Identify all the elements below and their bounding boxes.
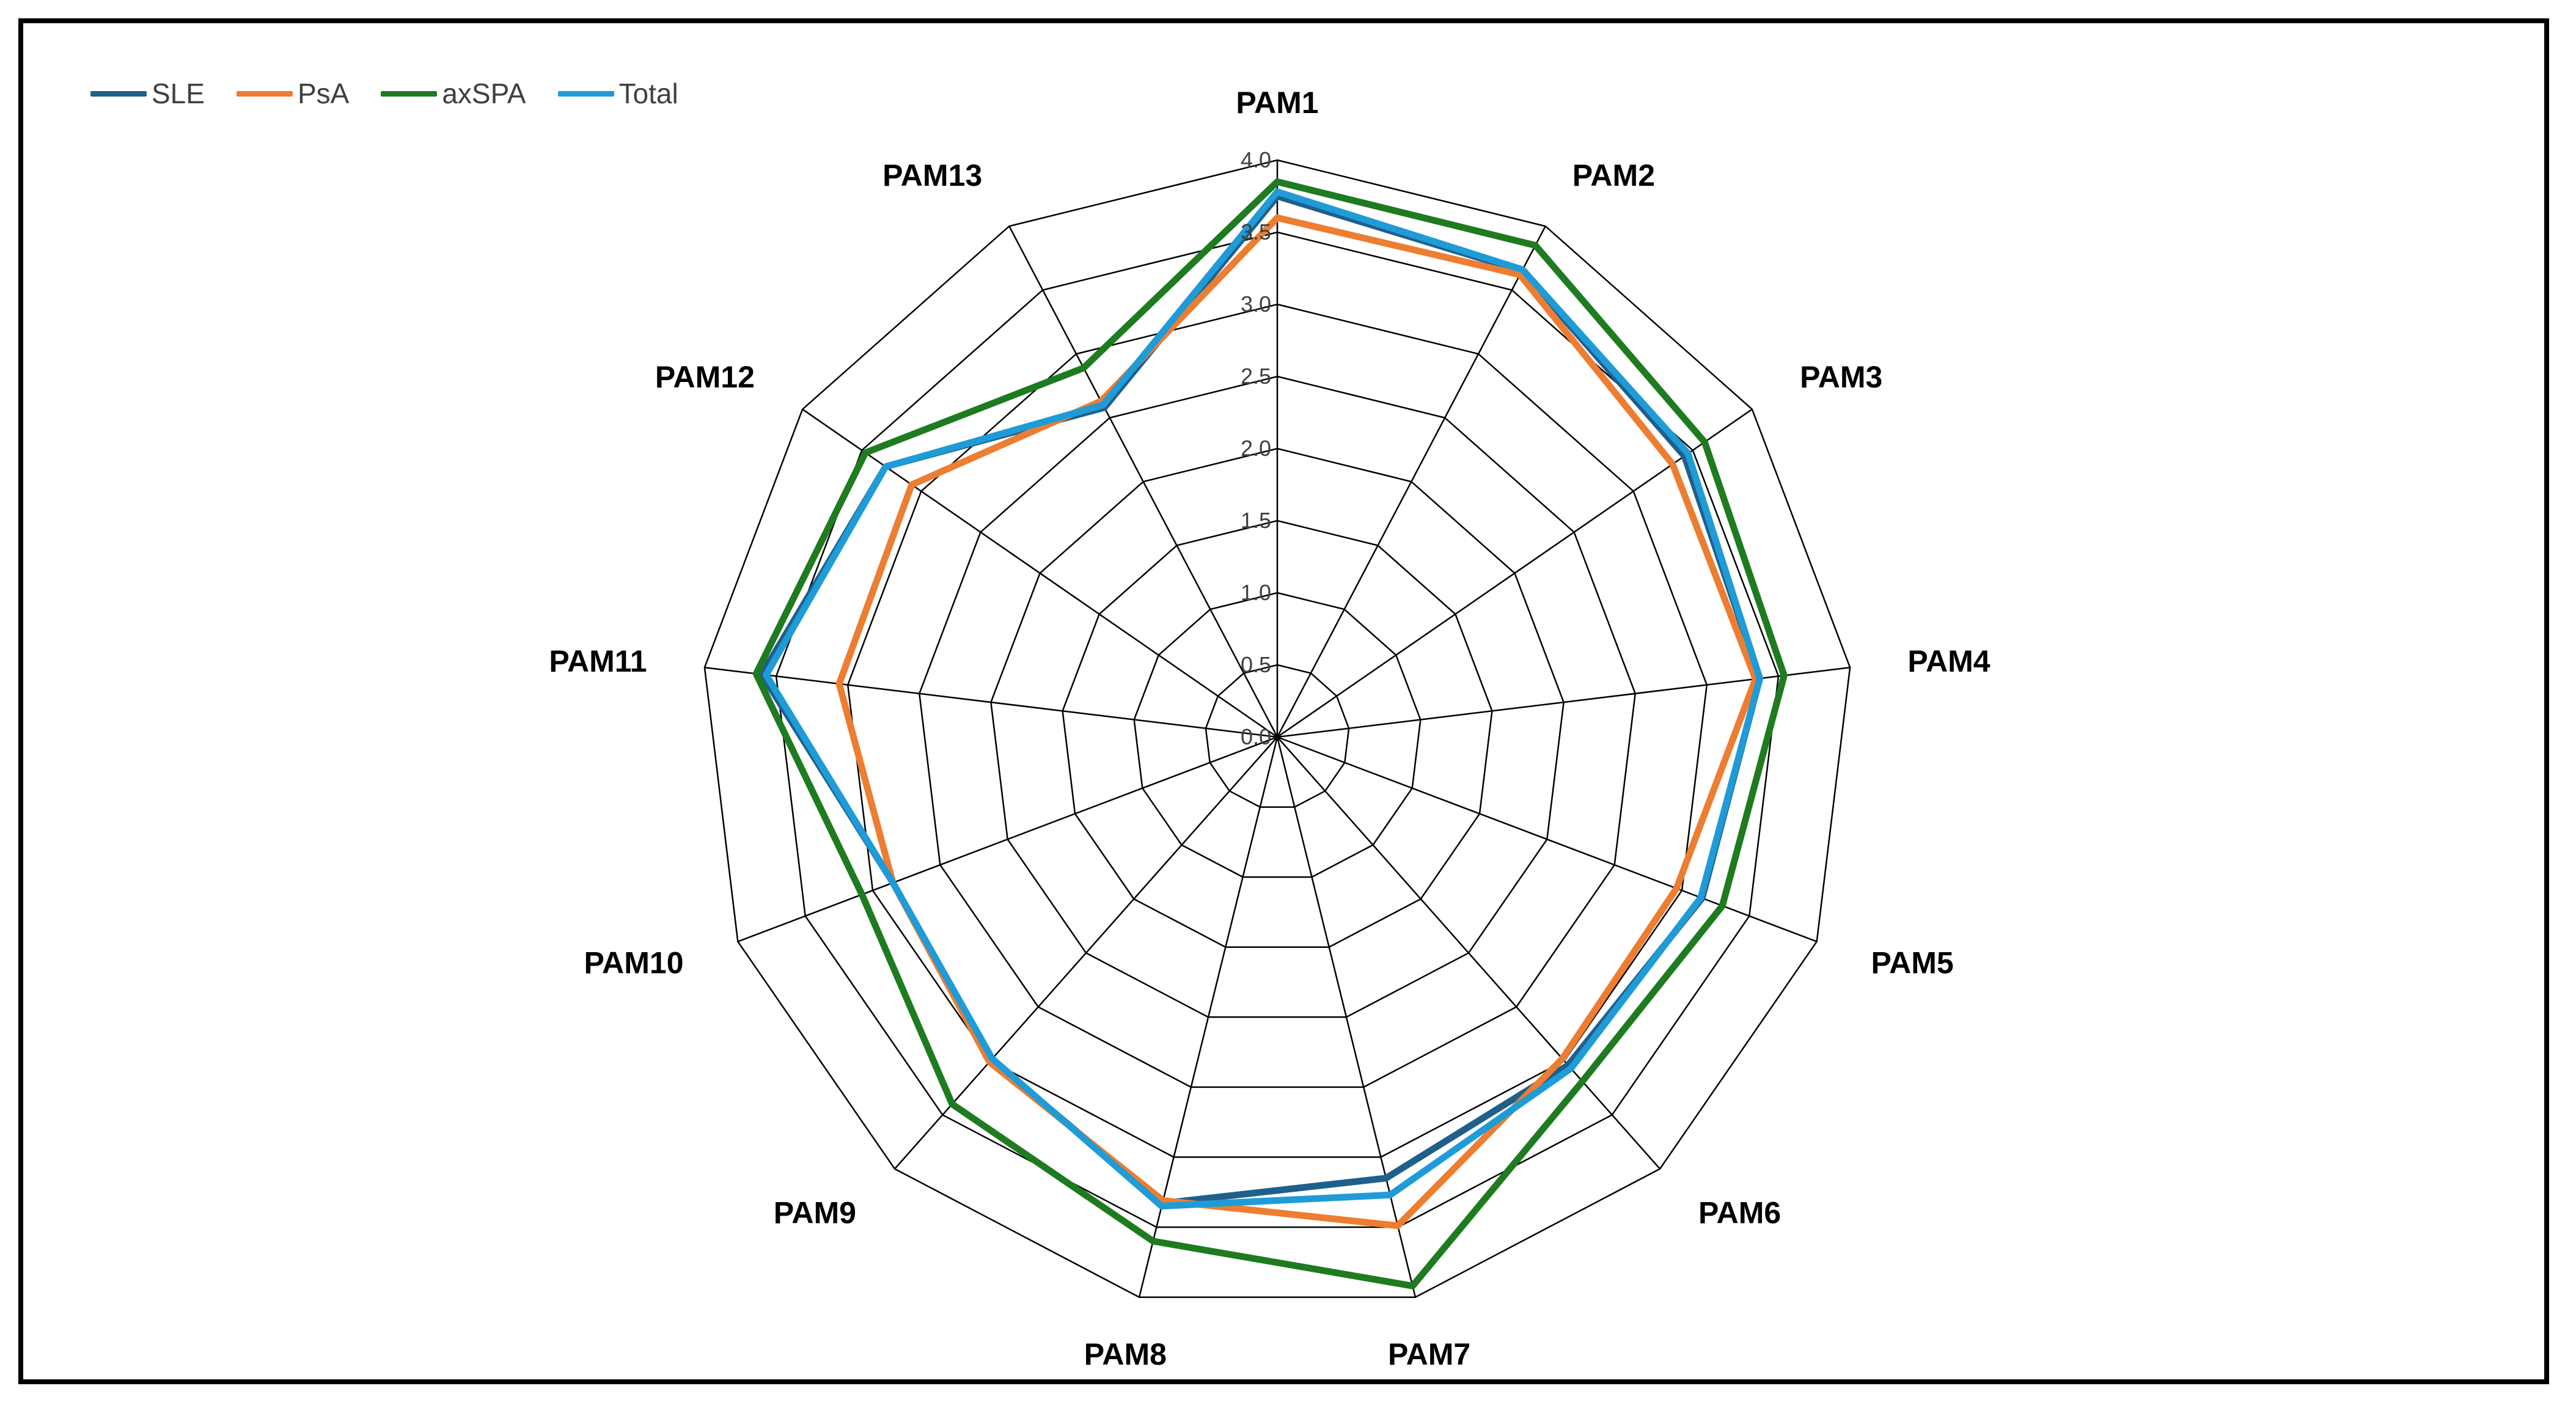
category-label-pam8: PAM8 — [1084, 1337, 1167, 1371]
tick-label-8: 4.0 — [1241, 147, 1271, 172]
legend-swatch-axspa — [381, 90, 438, 97]
legend: SLE PsA axSPA Total — [90, 77, 678, 110]
tick-label-6: 3.0 — [1241, 292, 1271, 317]
tick-label-4: 2.0 — [1241, 436, 1271, 461]
category-label-pam13: PAM13 — [883, 158, 982, 193]
series-line-sle — [758, 193, 1763, 1207]
grid-ring-3 — [1062, 519, 1493, 948]
grid-ring-1 — [1205, 664, 1350, 808]
grid-ring-8 — [703, 159, 1851, 1298]
legend-swatch-psa — [236, 90, 293, 97]
spoke-pam12 — [802, 408, 1278, 738]
spoke-pam10 — [737, 736, 1278, 942]
grid-ring-4 — [990, 447, 1565, 1018]
spoke-pam11 — [704, 666, 1278, 738]
legend-label-psa: PsA — [297, 78, 350, 109]
spoke-pam9 — [894, 736, 1278, 1170]
category-label-pam4: PAM4 — [1907, 644, 1990, 678]
series-line-axspa — [752, 178, 1788, 1289]
tick-label-5: 2.5 — [1241, 364, 1271, 389]
category-label-pam7: PAM7 — [1388, 1337, 1470, 1371]
legend-swatch-total — [557, 90, 614, 97]
legend-item-total: Total — [557, 77, 678, 110]
category-label-pam5: PAM5 — [1871, 945, 1954, 980]
category-label-pam2: PAM2 — [1572, 158, 1655, 193]
spoke-pam5 — [1277, 736, 1818, 942]
series-line-total — [763, 188, 1763, 1210]
legend-label-total: Total — [618, 78, 678, 109]
category-label-pam6: PAM6 — [1698, 1196, 1781, 1230]
spoke-pam2 — [1276, 226, 1546, 738]
category-label-pam9: PAM9 — [774, 1196, 856, 1230]
spoke-pam7 — [1276, 736, 1417, 1297]
spoke-pam13 — [1008, 226, 1279, 738]
legend-label-axspa: axSPA — [442, 78, 526, 109]
category-label-pam3: PAM3 — [1800, 360, 1882, 394]
category-label-pam10: PAM10 — [584, 945, 683, 980]
legend-item-axspa: axSPA — [381, 77, 526, 110]
grid-ring-5 — [919, 375, 1636, 1088]
chart-frame: 0.0 0.5 1.0 1.5 2.0 2.5 3.0 3.5 4.0 PAM1 PAM2 PAM3… — [18, 18, 2549, 1384]
legend-item-sle: SLE — [90, 77, 205, 110]
radar-chart: 0.0 0.5 1.0 1.5 2.0 2.5 3.0 3.5 4.0 PAM1 PAM2 PAM3… — [549, 86, 1990, 1371]
spoke-pam6 — [1277, 736, 1660, 1170]
grid-ring-6 — [846, 303, 1708, 1158]
tick-label-7: 3.5 — [1241, 219, 1271, 244]
legend-item-psa: PsA — [236, 77, 350, 110]
tick-label-0: 0.0 — [1241, 724, 1271, 749]
tick-label-1: 0.5 — [1241, 652, 1271, 677]
series-line-psa — [835, 214, 1759, 1230]
tick-label-2: 1.0 — [1241, 580, 1271, 605]
category-label-pam12: PAM12 — [655, 360, 755, 394]
category-label-pam1: PAM1 — [1236, 86, 1318, 120]
legend-swatch-sle — [90, 90, 147, 97]
tick-label-3: 1.5 — [1241, 508, 1271, 533]
legend-label-sle: SLE — [152, 78, 205, 109]
grid-ring-2 — [1133, 592, 1422, 878]
category-label-pam11: PAM11 — [549, 644, 647, 678]
